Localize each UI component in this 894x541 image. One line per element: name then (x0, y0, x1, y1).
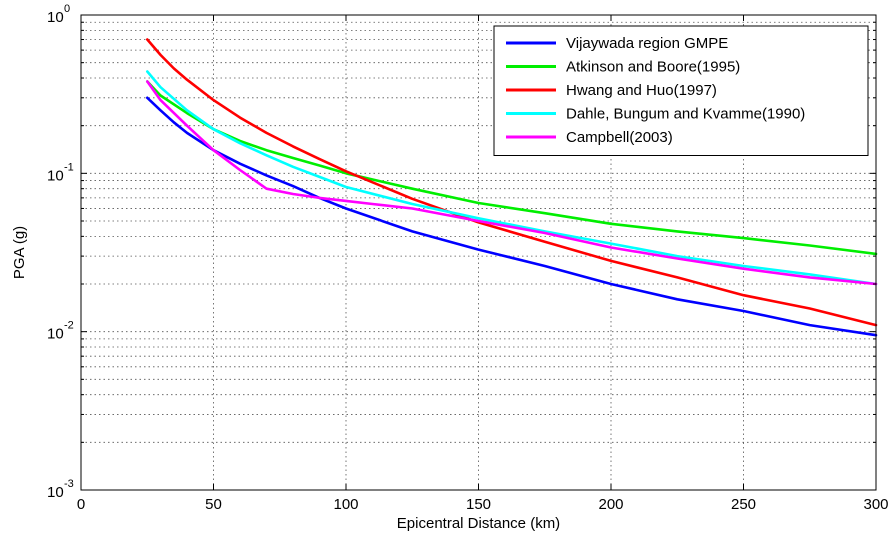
series-lines (146, 38, 878, 337)
legend: Vijaywada region GMPE Atkinson and Boore(… (493, 25, 869, 156)
x-tick-label: 150 (466, 496, 491, 513)
series-line (146, 70, 878, 286)
x-tick-label: 200 (598, 496, 623, 513)
y-tick-label: 10 (47, 326, 64, 343)
series-line (146, 80, 878, 286)
series-line (146, 96, 878, 337)
x-tick-label: 100 (333, 496, 358, 513)
legend-box (493, 25, 869, 156)
series-line (146, 38, 878, 327)
x-tick-label: 300 (863, 496, 888, 513)
y-tick-exponent: -2 (64, 320, 74, 332)
legend-label: Atkinson and Boore(1995) (566, 59, 740, 76)
x-tick-label: 250 (731, 496, 756, 513)
y-axis-title: PGA (g) (11, 226, 28, 279)
y-tick-exponent: -3 (64, 478, 74, 490)
x-tick-label: 50 (205, 496, 222, 513)
y-tick-exponent: 0 (64, 3, 70, 15)
x-tick-label: 0 (77, 496, 85, 513)
y-tick-exponent: -1 (64, 161, 74, 173)
x-axis-title: Epicentral Distance (km) (397, 515, 560, 532)
y-tick-label: 10 (47, 9, 64, 26)
legend-label: Dahle, Bungum and Kvamme(1990) (566, 106, 805, 123)
y-tick-label: 10 (47, 167, 64, 184)
legend-label: Hwang and Huo(1997) (566, 82, 717, 99)
y-tick-label: 10 (47, 484, 64, 501)
legend-label: Vijaywada region GMPE (566, 35, 728, 52)
legend-label: Campbell(2003) (566, 129, 673, 146)
